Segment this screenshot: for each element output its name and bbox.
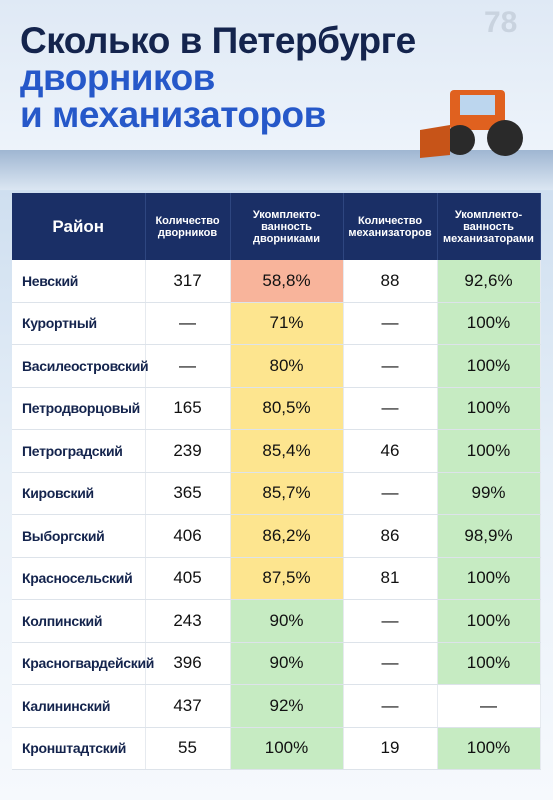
- title: Сколько в Петербурге дворников и механиз…: [20, 22, 416, 133]
- value-cell: 100%: [437, 344, 541, 388]
- column-header: Укомплекто- ванность механизаторами: [437, 193, 541, 260]
- value-cell: 437: [145, 684, 231, 728]
- district-cell: Выборгский: [12, 514, 146, 558]
- background-city: [0, 150, 553, 190]
- value-cell: 92,6%: [437, 260, 541, 303]
- value-cell: 85,7%: [230, 472, 344, 515]
- value-cell: —: [437, 684, 541, 728]
- district-cell: Невский: [12, 260, 146, 303]
- title-line: и механизаторов: [20, 94, 326, 135]
- value-cell: 55: [145, 727, 231, 770]
- value-cell: 100%: [437, 599, 541, 643]
- column-header: Район: [12, 193, 146, 260]
- value-cell: 243: [145, 599, 231, 643]
- tractor-illustration: [420, 90, 523, 158]
- value-cell: 99%: [437, 472, 541, 515]
- district-cell: Василеостровский: [12, 344, 149, 388]
- value-cell: 100%: [437, 387, 541, 430]
- value-cell: 100%: [437, 727, 541, 770]
- value-cell: 98,9%: [437, 514, 541, 558]
- value-cell: 90%: [230, 599, 344, 643]
- value-cell: 100%: [230, 727, 344, 770]
- district-cell: Красногвардейский: [12, 642, 154, 685]
- value-cell: 406: [145, 514, 231, 558]
- value-cell: 405: [145, 557, 231, 600]
- value-cell: 100%: [437, 557, 541, 600]
- value-cell: 100%: [437, 642, 541, 685]
- value-cell: 46: [343, 429, 438, 473]
- table-row: Кронштадтский 55 100% 19 100%: [12, 727, 541, 770]
- table-row: Колпинский 243 90% —100%: [12, 599, 541, 643]
- value-cell: 100%: [437, 429, 541, 473]
- value-cell: —: [343, 599, 438, 643]
- value-cell: 92%: [230, 684, 344, 728]
- table-row: Василеостровский —80% —100%: [12, 344, 541, 388]
- value-cell: 100%: [437, 302, 541, 345]
- value-cell: 239: [145, 429, 231, 473]
- value-cell: 58,8%: [230, 260, 344, 303]
- value-cell: 365: [145, 472, 231, 515]
- value-cell: 87,5%: [230, 557, 344, 600]
- value-cell: 81: [343, 557, 438, 600]
- value-cell: —: [343, 684, 438, 728]
- title-line: Сколько в Петербурге: [20, 20, 416, 61]
- value-cell: —: [145, 344, 231, 388]
- column-header: Количество механизаторов: [343, 193, 438, 260]
- value-cell: 19: [343, 727, 438, 770]
- value-cell: —: [343, 387, 438, 430]
- table-row: Калининский 437 92% — —: [12, 684, 541, 728]
- value-cell: 86,2%: [230, 514, 344, 558]
- table-row: Красногвардейский 396 90% —100%: [12, 642, 541, 685]
- value-cell: —: [343, 642, 438, 685]
- column-header: Укомплекто- ванность дворниками: [230, 193, 344, 260]
- header-row: Район Количество дворников Укомплекто- ван…: [12, 193, 541, 260]
- district-cell: Красносельский: [12, 557, 146, 600]
- table-body: Невский 317 58,8% 88 92,6% Курортный —71% —100%…: [12, 260, 541, 770]
- table-row: Петроградский 239 85,4% 46 100%: [12, 429, 541, 473]
- value-cell: —: [343, 302, 438, 345]
- table-row: Петродворцовый 165 80,5% —100%: [12, 387, 541, 430]
- value-cell: 317: [145, 260, 231, 303]
- table-row: Курортный —71% —100%: [12, 302, 541, 345]
- table-row: Выборгский 406 86,2% 86 98,9%: [12, 514, 541, 558]
- column-header: Количество дворников: [145, 193, 231, 260]
- table-row: Кировский 365 85,7% —99%: [12, 472, 541, 515]
- value-cell: —: [343, 472, 438, 515]
- value-cell: 86: [343, 514, 438, 558]
- value-cell: —: [343, 344, 438, 388]
- value-cell: 71%: [230, 302, 344, 345]
- value-cell: —: [145, 302, 231, 345]
- value-cell: 396: [145, 642, 231, 685]
- logo: 78: [484, 6, 518, 39]
- district-cell: Петродворцовый: [12, 387, 146, 430]
- value-cell: 88: [343, 260, 438, 303]
- value-cell: 90%: [230, 642, 344, 685]
- district-cell: Кронштадтский: [12, 727, 146, 770]
- table-row: Красносельский 405 87,5% 81 100%: [12, 557, 541, 600]
- value-cell: 165: [145, 387, 231, 430]
- district-cell: Калининский: [12, 684, 146, 728]
- table: Район Количество дворников Укомплекто- ван…: [12, 193, 541, 770]
- district-cell: Курортный: [12, 302, 146, 345]
- district-cell: Колпинский: [12, 599, 146, 643]
- table-row: Невский 317 58,8% 88 92,6%: [12, 260, 541, 303]
- value-cell: 80,5%: [230, 387, 344, 430]
- value-cell: 85,4%: [230, 429, 344, 473]
- title-line: дворников: [20, 57, 215, 98]
- district-cell: Петроградский: [12, 429, 146, 473]
- district-cell: Кировский: [12, 472, 146, 515]
- value-cell: 80%: [230, 344, 344, 388]
